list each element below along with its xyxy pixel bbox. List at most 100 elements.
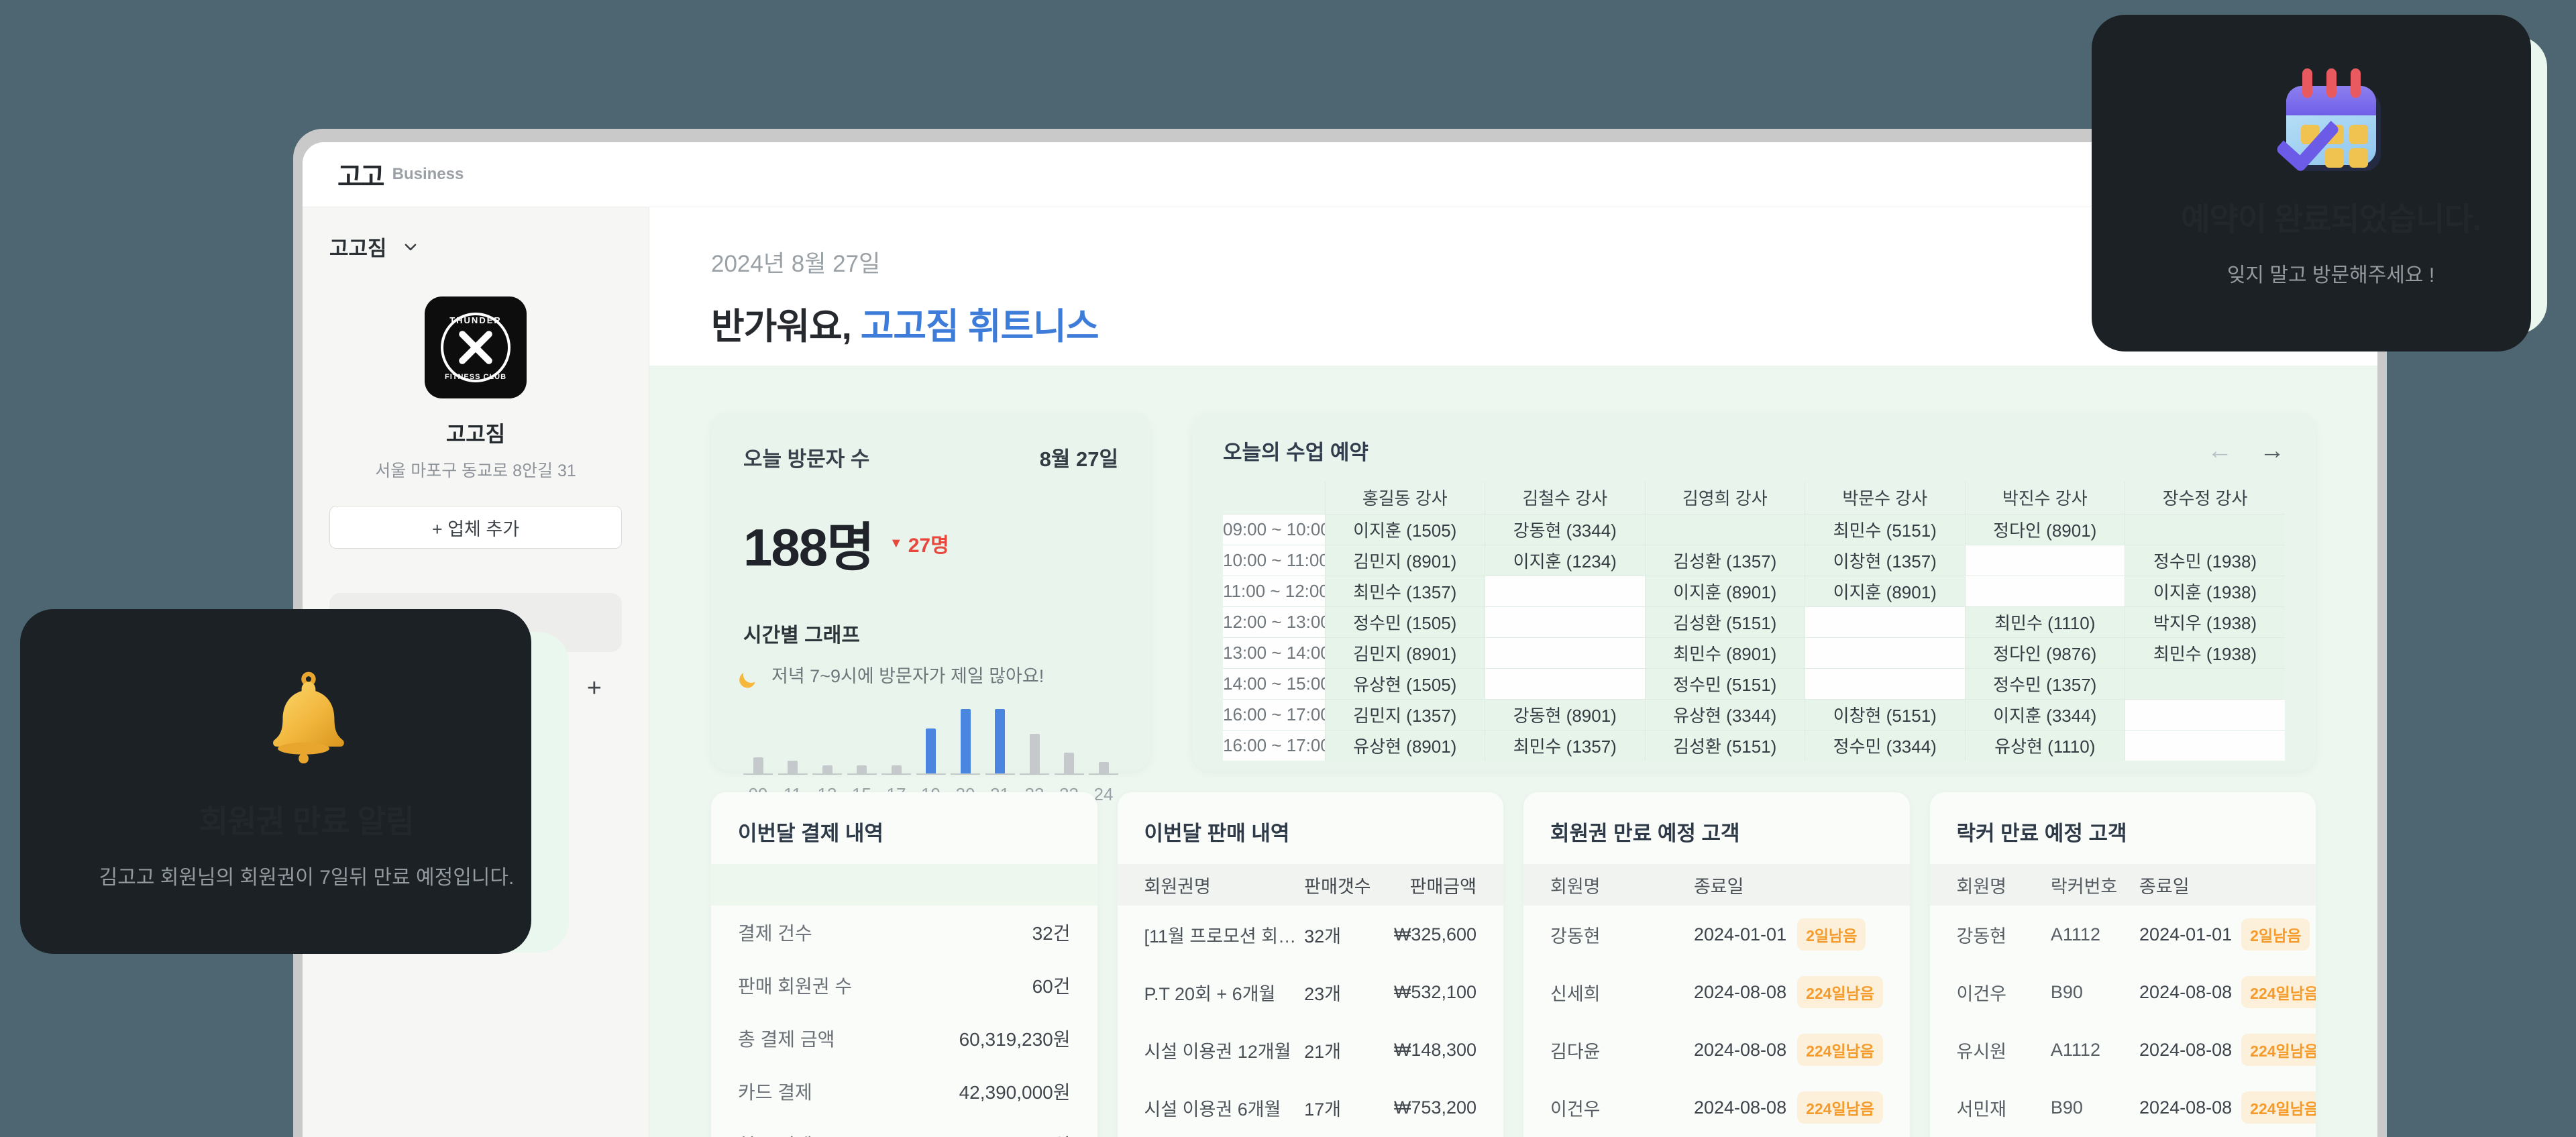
schedule-booking-cell[interactable]: 유상현 (3344) [1644, 699, 1805, 730]
brand-suffix: Business [392, 165, 464, 183]
schedule-prev-arrow-icon[interactable]: ← [2207, 436, 2233, 465]
peak-hours-note: 저녁 7~9시에 방문자가 제일 많아요! [743, 661, 1118, 688]
schedule-booking-cell[interactable]: 김성환 (5151) [1644, 606, 1805, 637]
schedule-booking-cell[interactable]: 유상현 (8901) [1324, 730, 1485, 761]
member-name: 신세희 [1550, 983, 1601, 1004]
dashboard: 오늘 방문자 수 8월 27일 188명 ▼ 27명 [649, 366, 2377, 1137]
schedule-booking-cell[interactable]: 정수민 (3344) [1805, 730, 1965, 761]
schedule-booking-cell[interactable]: 이창현 (5151) [1805, 699, 1965, 730]
schedule-booking-cell[interactable]: 김민지 (8901) [1324, 637, 1485, 668]
payment-label: 카드 결제 [738, 1081, 812, 1103]
schedule-booking-cell [2125, 699, 2285, 730]
schedule-booking-cell[interactable]: 정다인 (8901) [1964, 514, 2125, 545]
schedule-booking-cell[interactable]: 이지훈 (1505) [1324, 514, 1485, 545]
days-left-badge: 224일남음 [2241, 1091, 2316, 1124]
visitor-delta: ▼ 27명 [889, 535, 949, 557]
payment-value: 42,390,000원 [959, 1081, 1071, 1103]
expiry-date-group: 2024-01-01 2일남음 [2139, 918, 2310, 951]
membership-expiry-card: 회원권 만료 예정 고객 회원명 종료일 강동현 2024-01-01 2일남음 신세… [1523, 792, 1910, 1137]
emblem-bottom-text: FITNESS CLUB [444, 373, 507, 381]
payment-label: 판매 회원권 수 [738, 975, 853, 997]
column-header: 종료일 [2139, 876, 2190, 897]
chart-bar-slot [847, 710, 877, 775]
sales-amount: ₩532,100 [1393, 981, 1477, 1002]
chart-bar [822, 765, 833, 773]
instructor-column-header: 장수정 강사 [2125, 482, 2285, 514]
schedule-booking-cell[interactable]: 유상현 (1505) [1324, 668, 1485, 699]
visitors-card: 오늘 방문자 수 8월 27일 188명 ▼ 27명 [711, 413, 1150, 804]
payments-card-title: 이번달 결제 내역 [738, 822, 883, 845]
instructor-column-header: 홍길동 강사 [1324, 482, 1485, 514]
schedule-booking-cell [1485, 606, 1645, 637]
schedule-booking-cell[interactable]: 박지우 (1938) [2125, 606, 2285, 637]
schedule-booking-cell[interactable]: 최민수 (5151) [1805, 514, 1965, 545]
booking-complete-toast: 예약이 완료되었습니다. 잊지 말고 방문해주세요 ! [2092, 15, 2547, 351]
org-selector-dropdown[interactable]: 고고짐 [329, 231, 622, 262]
days-left-badge: 224일남음 [1797, 976, 1883, 1008]
schedule-booking-cell[interactable]: 이지훈 (1234) [1485, 545, 1645, 576]
locker-number: A1112 [2050, 924, 2100, 944]
expiry-date: 2024-08-08 [2139, 1039, 2233, 1060]
payment-row: 현금 결제 12,490,400원 [711, 1118, 1097, 1137]
membership-expiry-card-title: 회원권 만료 예정 고객 [1550, 822, 1740, 845]
sales-amount: ₩325,600 [1393, 924, 1477, 944]
schedule-booking-cell[interactable]: 최민수 (8901) [1644, 637, 1805, 668]
schedule-booking-cell[interactable]: 정수민 (1505) [1324, 606, 1485, 637]
schedule-time-cell: 16:00 ~ 17:00 [1223, 730, 1325, 761]
schedule-booking-cell[interactable]: 정다인 (9876) [1964, 637, 2125, 668]
sales-row: P.T 20회 + 6개월 23개 ₩532,100 [1118, 963, 1504, 1021]
schedule-booking-cell[interactable]: 이지훈 (8901) [1644, 576, 1805, 606]
hourly-bar-chart: 09111315171920212223 24 [743, 709, 1118, 805]
plus-icon[interactable]: + [586, 673, 602, 702]
add-business-button[interactable]: + 업체 추가 [329, 506, 622, 549]
chart-bar [857, 765, 867, 773]
expiry-date: 2024-01-01 [1693, 924, 1787, 944]
schedule-booking-cell[interactable]: 정수민 (1357) [1964, 668, 2125, 699]
chart-column: 09 [743, 710, 773, 805]
instructor-column-header: 김영희 강사 [1644, 482, 1805, 514]
schedule-booking-cell [1964, 576, 2125, 606]
schedule-time-cell: 13:00 ~ 14:00 [1223, 637, 1325, 668]
schedule-booking-cell[interactable]: 최민수 (1357) [1485, 730, 1645, 761]
chart-column: 19 [916, 710, 946, 805]
schedule-booking-cell[interactable]: 최민수 (1110) [1964, 606, 2125, 637]
schedule-booking-cell[interactable]: 김성환 (1357) [1644, 545, 1805, 576]
schedule-booking-cell[interactable]: 이지훈 (1938) [2125, 576, 2285, 606]
schedule-card-title: 오늘의 수업 예약 [1223, 441, 1368, 464]
sales-count: 21개 [1304, 1041, 1342, 1062]
chart-bar [1064, 753, 1074, 773]
chart-bar-slot [1054, 710, 1084, 775]
schedule-booking-cell[interactable]: 최민수 (1357) [1324, 576, 1485, 606]
schedule-booking-cell [2125, 514, 2285, 545]
greeting-heading: 반가워요, 고고짐 휘트니스 [711, 307, 1099, 347]
schedule-booking-cell[interactable]: 유상현 (1110) [1964, 730, 2125, 761]
expiry-date-group: 2024-08-08 224일남음 [2139, 976, 2316, 1008]
schedule-row: 09:00 ~ 10:00 이지훈 (1505) 강동현 (3344) 최민수 (51… [1223, 514, 2285, 545]
schedule-booking-cell[interactable]: 김성환 (5151) [1644, 730, 1805, 761]
schedule-booking-cell[interactable]: 최민수 (1938) [2125, 637, 2285, 668]
calendar-check-3d-icon [2274, 67, 2381, 174]
schedule-booking-cell[interactable]: 강동현 (3344) [1485, 514, 1645, 545]
schedule-time-cell: 12:00 ~ 13:00 [1223, 606, 1325, 637]
column-header: 종료일 [1693, 876, 1744, 897]
schedule-time-cell: 16:00 ~ 17:00 [1223, 699, 1325, 730]
schedule-booking-cell[interactable]: 김민지 (8901) [1324, 545, 1485, 576]
schedule-booking-cell[interactable]: 이지훈 (3344) [1964, 699, 2125, 730]
schedule-booking-cell[interactable]: 강동현 (8901) [1485, 699, 1645, 730]
membership-expiry-row: 강동현 2024-01-01 2일남음 [1523, 906, 1910, 963]
payment-value: 60,319,230원 [959, 1028, 1071, 1050]
days-left-badge: 2일남음 [2241, 918, 2310, 951]
schedule-booking-cell[interactable]: 이창현 (1357) [1805, 545, 1965, 576]
schedule-booking-cell[interactable]: 김민지 (1357) [1324, 699, 1485, 730]
schedule-booking-cell[interactable]: 정수민 (5151) [1644, 668, 1805, 699]
member-name: 이건우 [1550, 1099, 1601, 1120]
schedule-next-arrow-icon[interactable]: → [2259, 436, 2285, 465]
schedule-booking-cell [1644, 514, 1805, 545]
schedule-booking-cell[interactable]: 정수민 (1938) [2125, 545, 2285, 576]
chart-column: 15 [847, 710, 877, 805]
schedule-booking-cell [1485, 637, 1645, 668]
schedule-row: 14:00 ~ 15:00 유상현 (1505) 정수민 (5151) 정수민 (13… [1223, 668, 2285, 699]
triangle-down-icon: ▼ [889, 535, 903, 551]
schedule-booking-cell[interactable]: 이지훈 (8901) [1805, 576, 1965, 606]
